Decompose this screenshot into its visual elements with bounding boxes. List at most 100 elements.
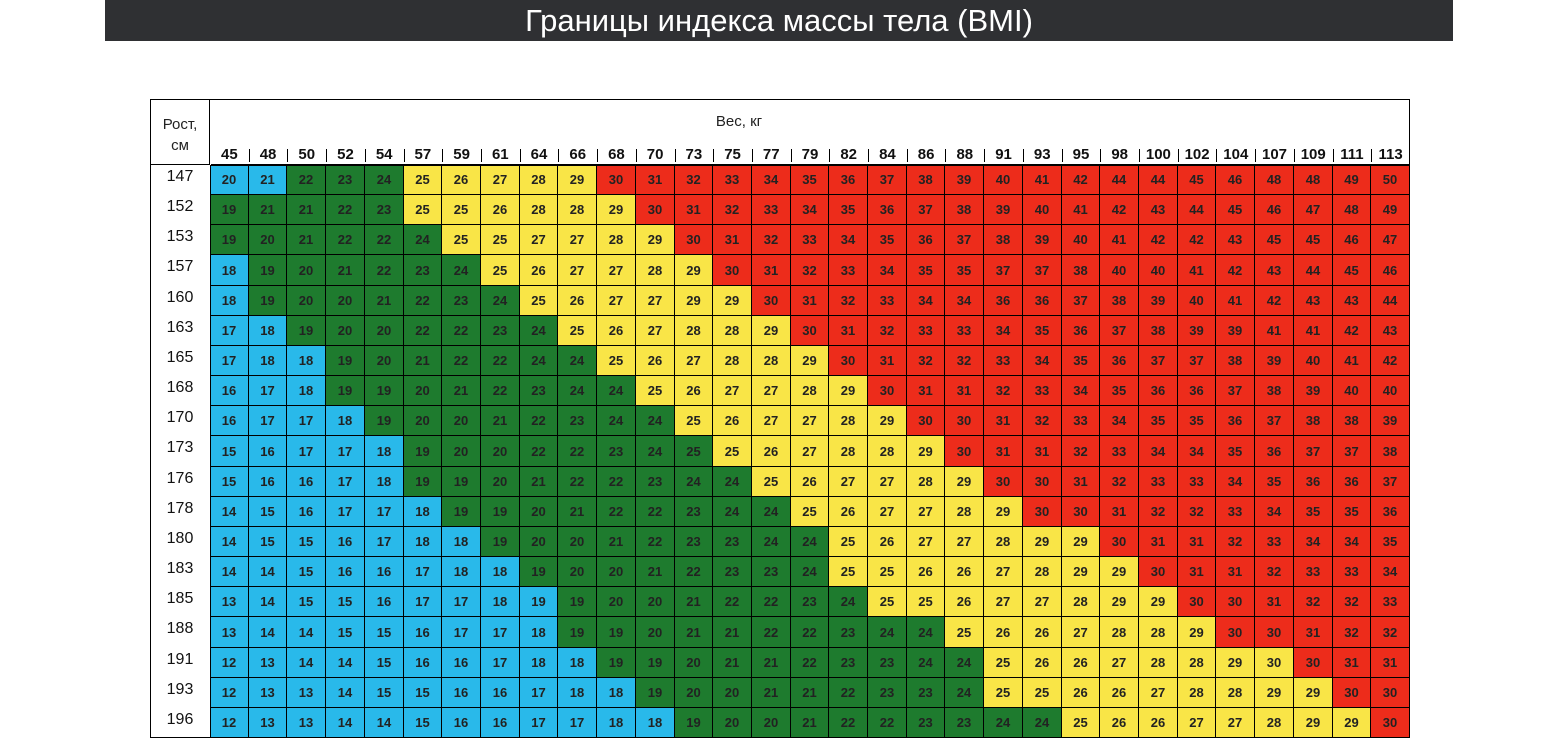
- bmi-cell: 20: [481, 467, 520, 497]
- bmi-cell: 25: [404, 195, 442, 225]
- bmi-cell: 29: [1139, 587, 1178, 617]
- bmi-cell: 24: [907, 617, 945, 648]
- bmi-cell: 17: [287, 436, 326, 467]
- bmi-cell: 26: [868, 527, 907, 557]
- bmi-cell: 33: [791, 225, 829, 255]
- bmi-cell: 41: [1216, 286, 1255, 316]
- bmi-cell: 27: [752, 406, 791, 436]
- weight-label-separator: [1139, 149, 1140, 162]
- bmi-cell: 46: [1333, 225, 1371, 255]
- bmi-cell: 33: [907, 316, 945, 346]
- bmi-cell: 12: [210, 648, 249, 678]
- bmi-cell: 20: [287, 255, 326, 286]
- bmi-cell: 19: [558, 587, 597, 617]
- weight-label: 113: [1378, 146, 1403, 163]
- bmi-cell: 30: [1371, 678, 1410, 708]
- bmi-cell: 30: [597, 165, 636, 195]
- bmi-cell: 33: [1178, 467, 1216, 497]
- bmi-cell: 37: [945, 225, 984, 255]
- bmi-cell: 32: [907, 346, 945, 376]
- bmi-cell: 35: [1371, 527, 1410, 557]
- bmi-cell: 36: [984, 286, 1023, 316]
- bmi-cell: 41: [1178, 255, 1216, 286]
- bmi-cell: 20: [520, 527, 558, 557]
- height-label: 147: [166, 168, 194, 185]
- height-label: 152: [166, 198, 194, 216]
- bmi-cell: 15: [326, 617, 365, 648]
- bmi-cell: 29: [752, 316, 791, 346]
- bmi-cell: 26: [829, 497, 868, 527]
- bmi-cell: 41: [1100, 225, 1139, 255]
- bmi-cell: 31: [1178, 557, 1216, 587]
- bmi-cell: 22: [558, 436, 597, 467]
- bmi-cell: 17: [249, 406, 287, 436]
- bmi-cell: 12: [210, 678, 249, 708]
- bmi-cell: 25: [675, 436, 713, 467]
- bmi-cell: 28: [597, 225, 636, 255]
- weight-label: 98: [1111, 146, 1128, 163]
- bmi-cell: 13: [210, 617, 249, 648]
- bmi-cell: 39: [1255, 346, 1294, 376]
- bmi-cell: 31: [868, 346, 907, 376]
- bmi-cell: 26: [1100, 678, 1139, 708]
- weight-label: 45: [221, 146, 238, 163]
- weight-label: 82: [840, 146, 858, 163]
- bmi-cell: 42: [1100, 195, 1139, 225]
- bmi-cell: 36: [1062, 316, 1100, 346]
- bmi-cell: 31: [675, 195, 713, 225]
- bmi-cell: 26: [636, 346, 675, 376]
- bmi-cell: 27: [597, 286, 636, 316]
- bmi-cell: 23: [326, 165, 365, 195]
- bmi-cell: 21: [365, 286, 404, 316]
- bmi-cell: 32: [945, 346, 984, 376]
- bmi-cell: 13: [249, 648, 287, 678]
- bmi-cell: 16: [210, 406, 249, 436]
- bmi-cell: 44: [1371, 286, 1410, 316]
- weight-label: 52: [337, 146, 354, 163]
- bmi-cell: 19: [210, 225, 249, 255]
- bmi-cell: 25: [404, 165, 442, 195]
- bmi-cell: 44: [1100, 165, 1139, 195]
- bmi-cell: 20: [210, 165, 249, 195]
- weight-label-separator: [1371, 149, 1372, 162]
- bmi-cell: 19: [481, 527, 520, 557]
- bmi-cell: 31: [1100, 497, 1139, 527]
- bmi-cell: 39: [1294, 376, 1333, 406]
- weight-label-separator: [558, 149, 559, 162]
- bmi-cell: 14: [365, 708, 404, 738]
- bmi-cell: 33: [1062, 406, 1100, 436]
- bmi-cell: 24: [868, 617, 907, 648]
- bmi-cell: 25: [636, 376, 675, 406]
- bmi-cell: 45: [1333, 255, 1371, 286]
- weight-label-separator: [287, 149, 288, 162]
- bmi-cell: 16: [442, 708, 481, 738]
- bmi-cell: 27: [868, 497, 907, 527]
- bmi-cell: 34: [752, 165, 791, 195]
- bmi-cell: 29: [1178, 617, 1216, 648]
- bmi-cell: 39: [1139, 286, 1178, 316]
- weight-label: 64: [530, 146, 548, 163]
- bmi-cell: 30: [1100, 527, 1139, 557]
- bmi-cell: 18: [365, 436, 404, 467]
- bmi-cell: 30: [1216, 587, 1255, 617]
- bmi-cell: 26: [1023, 617, 1062, 648]
- bmi-cell: 35: [1178, 406, 1216, 436]
- bmi-cell: 15: [287, 527, 326, 557]
- bmi-cell: 28: [868, 436, 907, 467]
- bmi-cell: 23: [829, 648, 868, 678]
- bmi-cell: 28: [1139, 617, 1178, 648]
- weight-label: 91: [995, 146, 1012, 163]
- bmi-cell: 15: [365, 617, 404, 648]
- bmi-cell: 22: [829, 678, 868, 708]
- bmi-cell: 33: [1371, 587, 1410, 617]
- bmi-cell: 34: [907, 286, 945, 316]
- bmi-cell: 35: [1255, 467, 1294, 497]
- bmi-cell: 15: [249, 497, 287, 527]
- bmi-cell: 20: [752, 708, 791, 738]
- bmi-cell: 20: [404, 376, 442, 406]
- bmi-cell: 34: [945, 286, 984, 316]
- bmi-cell: 31: [713, 225, 752, 255]
- bmi-cell: 21: [791, 708, 829, 738]
- bmi-cell: 29: [1062, 527, 1100, 557]
- bmi-cell: 34: [1333, 527, 1371, 557]
